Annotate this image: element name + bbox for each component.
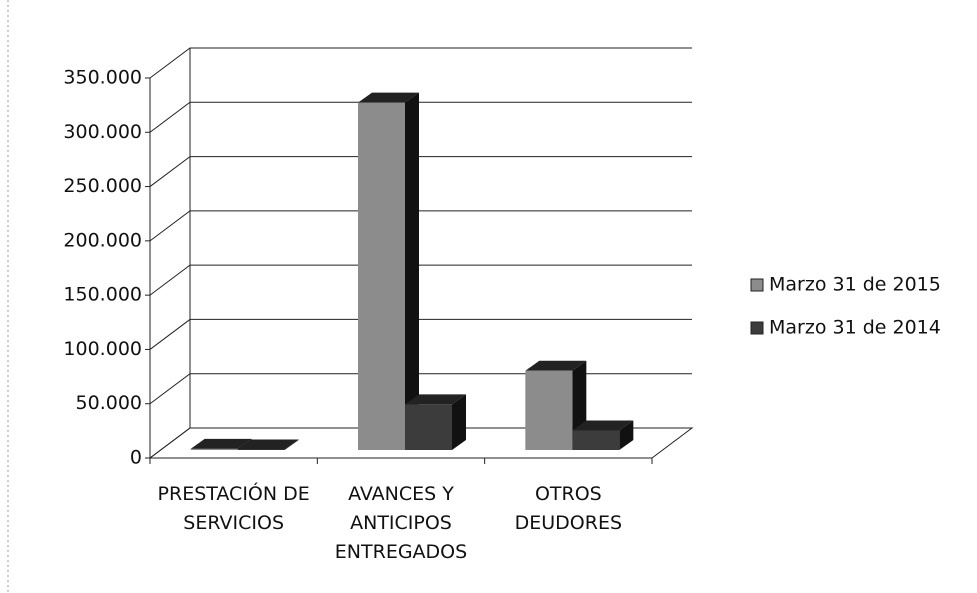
y-tick-label: 0 — [130, 447, 142, 469]
bar-top — [525, 360, 587, 371]
y-tick-label: 50.000 — [76, 392, 142, 414]
grid-line — [149, 156, 692, 187]
bar-top — [405, 394, 466, 405]
bar-front — [358, 102, 405, 451]
x-tick-label: AVANCES Y ANTICIPOS ENTREGADOS — [334, 483, 468, 563]
bar — [237, 439, 299, 450]
bar — [358, 92, 419, 451]
y-tick-label: 200.000 — [63, 229, 142, 251]
bar-top — [237, 439, 299, 450]
grid-line — [149, 318, 692, 350]
bar-side — [452, 394, 466, 450]
bar — [405, 394, 466, 450]
bar-front — [572, 430, 620, 450]
x-tick-label: OTROS DEUDORES — [514, 483, 623, 534]
bar-front — [190, 448, 238, 450]
legend-label: Marzo 31 de 2014 — [769, 317, 941, 339]
bar-front — [405, 404, 452, 450]
y-tick-label: 250.000 — [63, 175, 142, 197]
back-wall — [189, 48, 692, 429]
grid-line — [149, 264, 692, 296]
y-tick-label: 350.000 — [63, 67, 142, 89]
bar — [525, 360, 587, 450]
grid-line — [149, 210, 692, 242]
x-tick-label: PRESTACIÓN DE SERVICIOS — [157, 483, 310, 534]
bar-front — [525, 370, 573, 450]
bar-front — [237, 449, 285, 450]
grid-line — [149, 101, 692, 133]
bar-side — [405, 92, 419, 451]
legend-label: Marzo 31 de 2015 — [769, 274, 941, 296]
legend-swatch — [750, 321, 764, 335]
grid-line — [149, 47, 692, 79]
y-tick-label: 300.000 — [63, 121, 142, 143]
bar-side — [284, 439, 299, 450]
y-tick-label: 150.000 — [63, 284, 142, 306]
legend-swatch — [750, 278, 764, 292]
grid-line — [149, 373, 692, 405]
bar-top — [358, 92, 419, 103]
y-tick-label: 100.000 — [63, 338, 142, 360]
bar-top — [190, 438, 252, 449]
bar — [572, 420, 634, 450]
grid-line — [149, 427, 692, 459]
bar-top — [572, 420, 634, 431]
bar-side — [619, 420, 634, 450]
